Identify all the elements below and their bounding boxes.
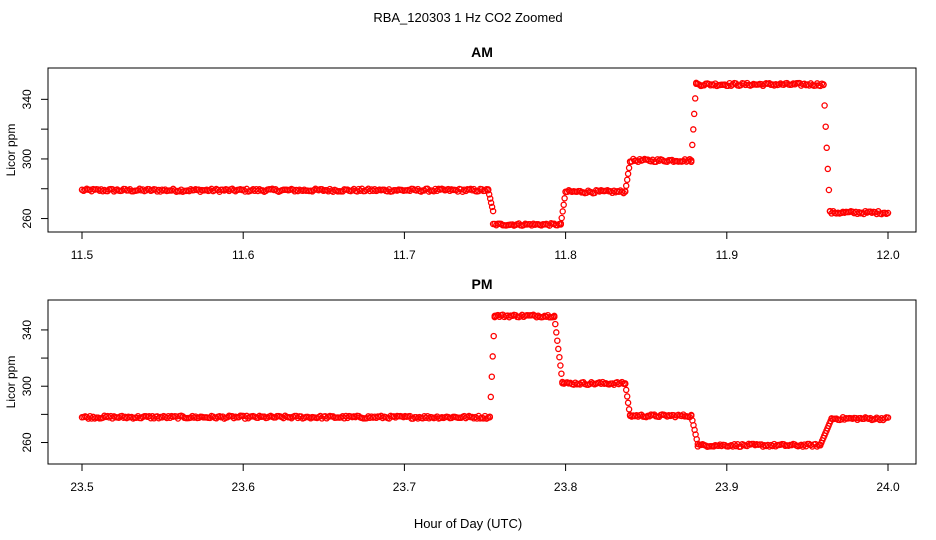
data-point	[624, 399, 632, 407]
data-point	[621, 188, 629, 195]
data-point	[488, 203, 496, 211]
data-point	[689, 141, 696, 149]
data-point	[489, 353, 496, 360]
data-point	[557, 362, 564, 369]
data-point	[555, 345, 562, 353]
data-point	[621, 380, 629, 387]
data-point	[485, 191, 493, 198]
data-point	[691, 95, 699, 102]
data-point	[486, 413, 494, 421]
y-axis-label: Licor ppm	[4, 356, 18, 409]
x-tick-label: 23.8	[554, 480, 578, 494]
data-point	[822, 123, 829, 130]
data-point	[622, 386, 630, 394]
data-point	[690, 126, 697, 133]
data-point	[688, 157, 695, 164]
data-point	[684, 157, 692, 164]
y-tick-label: 340	[20, 320, 34, 340]
data-point	[486, 195, 494, 202]
panel-am: AM Licor ppm 11.5 11.6 11.7 11.8 11.9 12.0 260 30…	[4, 44, 917, 262]
x-tick-label: 11.9	[716, 248, 739, 262]
x-axis-label: Hour of Day (UTC)	[414, 516, 522, 531]
data-point	[489, 207, 497, 215]
data-point	[559, 208, 566, 215]
data-point	[556, 353, 563, 361]
y-tick-label: 260	[20, 208, 34, 228]
x-tick-label: 23.9	[715, 480, 739, 494]
data-point	[487, 393, 495, 401]
data-point	[766, 443, 773, 450]
y-tick-label: 300	[20, 376, 34, 396]
data-point	[558, 214, 565, 222]
plot-frame	[47, 67, 917, 233]
data-point	[554, 337, 561, 344]
data-point	[490, 332, 497, 340]
data-point	[481, 187, 489, 195]
data-point	[560, 201, 567, 209]
data-point	[488, 373, 496, 380]
data-point	[623, 393, 631, 400]
y-tick-label: 300	[20, 149, 34, 169]
data-point	[552, 320, 559, 328]
y-axis-label: Licor ppm	[4, 124, 18, 177]
data-point	[825, 186, 833, 194]
data-point	[821, 102, 828, 109]
data-point	[557, 221, 565, 228]
data-points	[78, 311, 892, 450]
x-tick-label: 23.5	[70, 480, 94, 494]
data-point	[623, 176, 631, 184]
data-point	[625, 164, 633, 172]
data-point	[884, 414, 892, 421]
panel-title: PM	[472, 276, 493, 292]
y-tick-label: 260	[20, 432, 34, 452]
data-point	[813, 443, 821, 450]
data-point	[624, 170, 632, 178]
data-point	[618, 188, 626, 196]
x-tick-label: 11.8	[554, 248, 577, 262]
panel-pm: PM Licor ppm 23.5 23.6 23.7 23.8 23.9 24.0 260 30…	[4, 276, 917, 494]
data-point	[551, 312, 558, 320]
data-point	[487, 199, 495, 207]
x-tick-label: 11.5	[71, 248, 94, 262]
x-tick-label: 23.6	[232, 480, 256, 494]
data-point	[820, 81, 827, 88]
x-tick-label: 12.0	[876, 248, 900, 262]
data-point	[625, 406, 633, 413]
panel-title: AM	[471, 44, 493, 60]
data-point	[553, 329, 560, 336]
x-tick-label: 11.6	[232, 248, 255, 262]
data-point	[622, 182, 630, 190]
x-tick-label: 11.7	[393, 248, 416, 262]
data-point	[561, 195, 568, 202]
data-point	[630, 155, 637, 163]
x-tick-label: 24.0	[876, 480, 900, 494]
y-tick-label: 340	[20, 89, 34, 109]
data-points	[78, 79, 892, 229]
plot-frame	[47, 299, 917, 465]
data-point	[823, 144, 830, 152]
figure-title: RBA_120303 1 Hz CO2 Zoomed	[373, 10, 562, 25]
x-tick-label: 23.7	[393, 480, 417, 494]
data-point	[884, 209, 892, 217]
data-point	[824, 165, 832, 173]
data-point	[484, 186, 492, 194]
data-point	[558, 370, 565, 377]
data-point	[690, 110, 698, 118]
